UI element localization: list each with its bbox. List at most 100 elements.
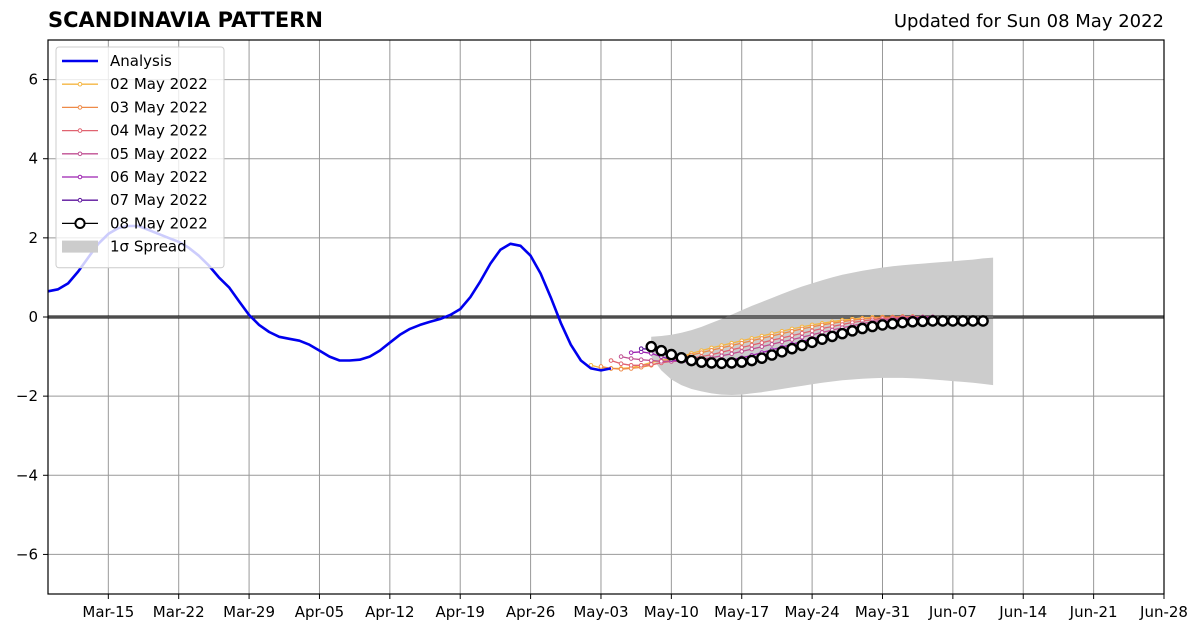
series-point [705,357,718,369]
series-point [826,330,839,343]
legend-marker [77,197,83,203]
legend-label: Analysis [110,52,172,70]
series-point [665,348,678,361]
series-point [739,340,745,346]
series-point [769,342,775,347]
x-tick-label: Apr-19 [435,603,485,621]
series-point [916,315,929,328]
x-tick-label: Jun-28 [1139,603,1188,621]
series-point [789,337,795,342]
plot-frame [47,39,1165,595]
series-point [957,315,969,327]
series-point [618,361,624,366]
series-point [618,354,624,359]
series-point [608,358,614,363]
series-point [766,349,778,361]
series-point [658,359,664,364]
series-point [809,328,815,334]
series-point [779,331,785,336]
legend-marker [74,217,86,229]
series-point [759,344,765,349]
series-lines [47,224,989,372]
series-point [799,330,805,336]
series-point [648,362,654,367]
legend-label: 08 May 2022 [110,214,208,232]
series-point [638,346,644,351]
series-point [655,344,668,357]
series-point [719,345,724,351]
series-point [735,356,748,368]
series-point [799,334,805,340]
series-point [638,357,644,363]
zero-line [48,315,1164,319]
x-tick-label: Mar-22 [153,603,205,621]
x-tick-label: May-03 [573,603,628,621]
series-point [745,354,758,367]
series-point [675,351,688,364]
legend-marker [77,81,83,87]
legend-label: 07 May 2022 [110,191,208,209]
series-point [638,362,644,368]
legend-marker [77,128,83,133]
legend-label: 02 May 2022 [110,75,208,93]
series-point [719,349,724,355]
series-point [809,324,815,330]
series-point [856,322,869,335]
series-point [786,342,798,355]
series-point [947,315,959,327]
legend-label: 04 May 2022 [110,122,208,140]
series-point [806,336,818,349]
series-point [846,325,859,337]
x-tick-label: Apr-26 [506,603,556,621]
series-point [769,338,775,343]
x-tick-label: May-10 [644,603,699,621]
series-point [926,315,939,327]
series-point [977,315,989,327]
series-point [729,347,734,353]
series-point [739,349,745,354]
x-tick-label: Mar-15 [82,603,134,621]
series-point [715,357,728,370]
x-tick-label: May-31 [855,603,910,621]
series-point [906,315,919,328]
legend-spread-swatch [62,240,98,253]
series-point [598,364,604,369]
series-point [776,346,788,358]
series-point [749,342,755,348]
chart-subtitle: Updated for Sun 08 May 2022 [893,11,1164,32]
x-tick-label: Jun-21 [1069,603,1118,621]
y-tick-label: −6 [16,545,38,563]
series-point [628,362,634,368]
legend-label: 05 May 2022 [110,145,208,163]
series-point [628,350,634,355]
series-point [886,317,899,330]
series-point [819,322,825,328]
legend-label: 03 May 2022 [110,98,208,116]
series-point [618,366,624,372]
legend-label: 1σ Spread [110,238,187,256]
series-point [729,343,734,348]
series-point [759,336,765,341]
x-tick-label: May-24 [784,603,839,621]
series-point [937,315,949,327]
series-point [819,326,825,331]
series-point [739,345,745,350]
legend: Analysis 02 May 2022 03 May 2022 04 May 202… [55,46,225,269]
x-tick-label: Apr-05 [295,603,345,621]
series-point [876,319,889,331]
legend-box [55,46,225,269]
series-point [769,333,775,339]
x-tick-label: Jun-07 [928,603,977,621]
x-tick-label: May-17 [714,603,769,621]
series-point [836,327,849,340]
series-point [809,332,815,338]
y-tick-label: 0 [28,308,38,326]
axes: Mar-15 Mar-22 Mar-29 Apr-05 Apr-12 Apr-19 Apr-… [16,39,1188,621]
series-point [779,335,785,341]
series-point [779,339,785,345]
series-point [645,340,658,353]
series-point [866,320,879,333]
y-tick-label: −2 [16,387,38,405]
series-point [759,340,765,346]
y-tick-label: 4 [28,150,38,168]
